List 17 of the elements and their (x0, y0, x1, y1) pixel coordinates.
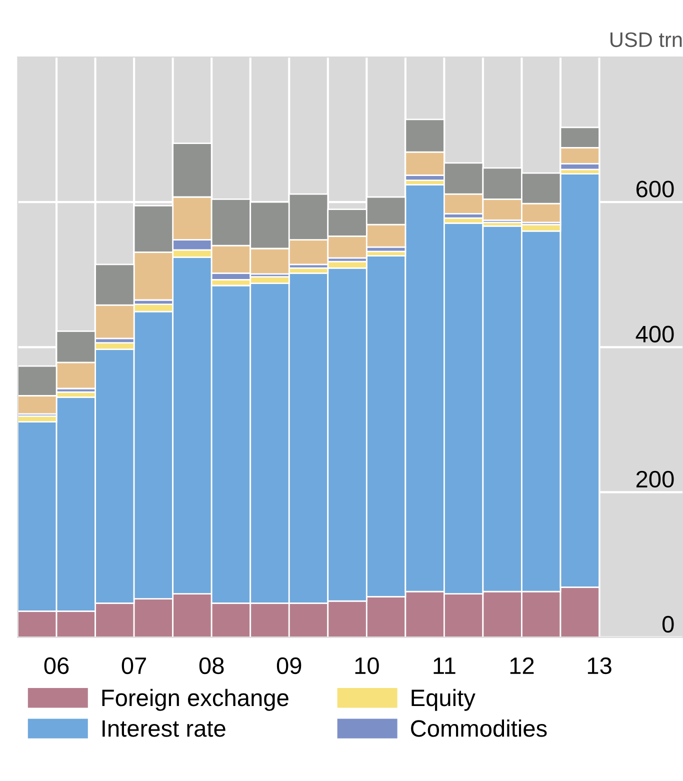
x-tick-label: 08 (199, 657, 224, 674)
x-tick-label: 10 (355, 657, 379, 674)
y-tick-label: 0 (662, 616, 674, 633)
x-tick-label: 06 (44, 657, 69, 674)
y-tick-label: 200 (636, 470, 674, 488)
legend-label: Foreign exchange (102, 688, 288, 711)
legend-label: Commodities (411, 720, 547, 737)
x-tick-label: 07 (122, 657, 146, 674)
y-axis-title: USD trn (610, 32, 682, 48)
x-tick-label: 09 (276, 657, 302, 674)
y-tick-label: 400 (636, 326, 674, 342)
legend-label: Equity (412, 688, 476, 711)
x-tick-label: 11 (434, 658, 456, 674)
legend-label: Interest rate (102, 720, 226, 737)
x-tick-label: 12 (510, 657, 534, 674)
y-tick-label: 600 (636, 180, 674, 198)
x-tick-label: 13 (588, 657, 612, 674)
